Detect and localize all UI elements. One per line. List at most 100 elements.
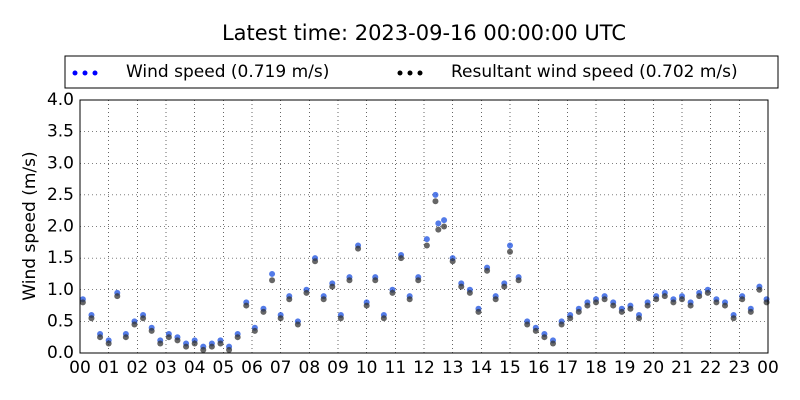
data-point: [636, 315, 642, 322]
x-tick-label: 19: [614, 358, 636, 378]
data-point: [226, 346, 233, 353]
data-point: [653, 296, 660, 303]
data-point: [260, 308, 267, 315]
data-point: [234, 334, 241, 341]
y-tick-label: 0.5: [47, 311, 74, 331]
data-point: [661, 293, 668, 300]
data-point: [507, 242, 513, 249]
x-tick-label: 06: [241, 358, 263, 378]
data-point: [415, 277, 422, 284]
data-point: [269, 270, 276, 277]
data-point: [346, 277, 353, 284]
x-tick-label: 16: [528, 358, 550, 378]
y-tick-label: 4.0: [47, 90, 74, 110]
data-point: [303, 289, 310, 296]
data-point: [601, 296, 608, 303]
chart-title: Latest time: 2023-09-16 00:00:00 UTC: [222, 21, 626, 45]
data-point: [372, 277, 379, 284]
data-point: [584, 302, 591, 309]
data-point: [191, 340, 198, 347]
x-tick-label: 20: [643, 358, 665, 378]
x-tick-label: 14: [471, 358, 493, 378]
data-point: [200, 346, 207, 353]
data-point: [320, 296, 327, 303]
legend-marker: [72, 70, 78, 76]
data-point: [435, 220, 442, 227]
data-point: [355, 245, 362, 252]
data-point: [441, 217, 448, 224]
data-point: [670, 299, 677, 306]
data-point: [312, 258, 319, 265]
data-point: [524, 321, 531, 328]
data-point: [406, 296, 413, 303]
data-point: [208, 343, 215, 350]
data-point: [423, 242, 430, 249]
x-tick-label: 01: [98, 358, 120, 378]
data-point: [432, 198, 439, 205]
data-point: [363, 302, 370, 309]
data-point: [398, 255, 405, 262]
data-point: [627, 305, 634, 312]
data-point: [380, 315, 387, 322]
y-tick-label: 1.5: [47, 248, 74, 268]
data-point: [329, 283, 336, 290]
y-tick-label: 2.0: [47, 217, 74, 237]
x-tick-label: 08: [299, 358, 321, 378]
x-tick-label: 18: [585, 358, 607, 378]
y-axis-label: Wind speed (m/s): [20, 151, 40, 300]
data-point: [449, 258, 456, 265]
data-point: [593, 299, 599, 306]
x-tick-label: 22: [700, 358, 722, 378]
x-tick-label: 13: [442, 358, 464, 378]
data-point: [337, 315, 344, 322]
data-point: [739, 296, 746, 303]
data-point: [165, 334, 172, 341]
data-point: [644, 302, 651, 309]
data-point: [558, 321, 565, 328]
data-point: [294, 321, 301, 328]
data-point: [730, 315, 737, 322]
data-point: [763, 299, 770, 306]
legend-label: Resultant wind speed (0.702 m/s): [451, 62, 738, 82]
data-point: [575, 308, 582, 315]
data-point: [466, 289, 473, 296]
data-point: [515, 277, 522, 284]
x-tick-label: 17: [557, 358, 579, 378]
y-tick-label: 1.0: [47, 280, 74, 300]
y-tick-label: 0.0: [47, 343, 74, 363]
data-point: [174, 337, 181, 344]
x-tick-label: 15: [499, 358, 521, 378]
data-point: [458, 283, 465, 290]
data-point: [423, 236, 430, 243]
data-point: [687, 302, 694, 309]
data-point: [97, 334, 104, 341]
legend-marker: [417, 70, 423, 76]
data-point: [435, 226, 442, 233]
legend-marker: [92, 70, 98, 76]
data-point: [432, 191, 439, 198]
data-point: [122, 334, 129, 341]
x-tick-label: 05: [213, 358, 235, 378]
data-point: [618, 308, 625, 315]
x-tick-label: 09: [327, 358, 349, 378]
x-tick-label: 12: [413, 358, 435, 378]
data-point: [251, 327, 258, 334]
x-tick-label: 03: [155, 358, 177, 378]
data-point: [114, 293, 121, 300]
x-tick-label: 21: [671, 358, 693, 378]
data-point: [475, 308, 482, 315]
data-point: [532, 327, 539, 334]
data-point: [610, 302, 617, 309]
data-point: [492, 296, 499, 303]
data-point: [277, 315, 284, 322]
data-point: [269, 277, 276, 284]
data-point: [713, 299, 720, 306]
y-tick-label: 3.0: [47, 153, 74, 173]
data-point: [131, 321, 138, 328]
data-point: [183, 343, 190, 350]
data-point: [140, 315, 147, 322]
data-point: [541, 334, 548, 341]
data-point: [441, 223, 448, 230]
legend-label: Wind speed (0.719 m/s): [126, 62, 329, 82]
data-point: [747, 308, 754, 315]
